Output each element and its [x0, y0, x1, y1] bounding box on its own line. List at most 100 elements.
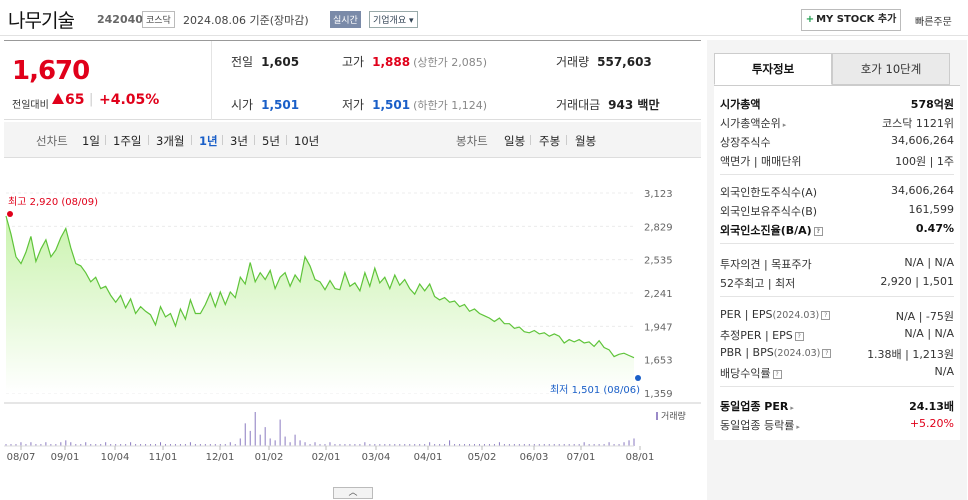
volume-bar [269, 438, 271, 446]
trade-amount: 거래대금 943 백만 [556, 98, 660, 112]
add-mystock-button[interactable]: + MY STOCK 추가 [801, 9, 901, 31]
info-value: 1.38배 | 1,213원 [867, 348, 954, 361]
info-key: 추정PER | EPS? [720, 327, 804, 343]
volume-bar [274, 440, 276, 446]
high-label: 최고 2,920 (08/09) [8, 196, 98, 208]
volume-bar [20, 442, 22, 446]
tab-weekly[interactable]: 주봉 [539, 134, 561, 148]
volume-bar [384, 444, 386, 446]
volume-bar [444, 444, 446, 446]
volume-bar [553, 444, 555, 446]
help-icon[interactable]: ? [822, 348, 832, 358]
volume-bar [493, 444, 495, 446]
divider [211, 41, 212, 120]
change-label: 전일대비 [12, 100, 49, 111]
company-info-label: 기업개요 [373, 16, 407, 26]
volume-bar [234, 444, 236, 446]
volume-bar [239, 438, 241, 446]
volume-bar [533, 444, 535, 446]
volume-bar [294, 434, 296, 446]
volume-bar [359, 444, 361, 446]
stock-name: 나무기술 [8, 10, 75, 32]
change-divider: | [89, 92, 94, 107]
info-key: 52주최고 | 최저 [720, 277, 796, 290]
info-value: N/A [934, 365, 954, 378]
volume-bar [284, 436, 286, 446]
volume-bar [543, 444, 545, 446]
tab-daily[interactable]: 일봉 [504, 134, 526, 148]
x-tick-label: 05/02 [468, 452, 497, 463]
tab-1week[interactable]: 1주일 [113, 134, 142, 148]
help-icon[interactable]: ? [772, 369, 782, 379]
trade-volume: 거래량 557,603 [556, 55, 652, 69]
caret-right-icon: ▸ [790, 404, 794, 412]
realtime-badge[interactable]: 실시간 [330, 11, 361, 28]
volume-bar [623, 442, 625, 446]
volume-bar [95, 444, 97, 446]
volume-bar [334, 444, 336, 446]
help-icon[interactable]: ? [821, 310, 831, 320]
info-key: 상장주식수 [720, 136, 771, 149]
volume-bar [169, 444, 171, 446]
tab-10year[interactable]: 10년 [294, 134, 320, 148]
prev-close: 전일 1,605 [231, 55, 300, 69]
chevron-up-icon: ︿ [348, 488, 358, 498]
y-tick-label: 1,653 [644, 356, 673, 367]
volume-bar [189, 442, 191, 446]
volume-bar [244, 423, 246, 446]
info-key: 시가총액순위 ▸ [720, 117, 787, 130]
price-chart[interactable]: 3,123 2,829 2,535 2,241 1,947 1,653 1,359 최고 2,… [4, 160, 701, 470]
price-summary: 1,670 전일대비 65 | +4.05% 전일 1,605 고가 1,888 (상… [4, 40, 701, 120]
info-value: 코스닥 1121위 [882, 117, 954, 130]
volume-bar [194, 444, 196, 446]
help-icon[interactable]: ? [813, 226, 823, 236]
volume-bar [588, 444, 590, 446]
volume-bar [469, 444, 471, 446]
volume-bar [573, 444, 575, 446]
volume-bar [289, 442, 291, 446]
info-key: 투자의견 | 목표주가 [720, 258, 812, 271]
volume-bar [324, 444, 326, 446]
info-key: 배당수익률? [720, 365, 782, 381]
help-icon[interactable]: ? [794, 331, 804, 341]
x-tick-label: 04/01 [414, 452, 443, 463]
tab-3year[interactable]: 3년 [230, 134, 248, 148]
info-value: 24.13배 [909, 400, 954, 413]
tab-5year[interactable]: 5년 [262, 134, 280, 148]
volume-bar [459, 444, 461, 446]
company-info-button[interactable]: 기업개요 ▾ [369, 11, 418, 28]
volume-bar [219, 444, 221, 446]
volume-bar [608, 442, 610, 446]
volume-bar [45, 442, 47, 446]
volume-bar [394, 444, 396, 446]
volume-bar [160, 442, 162, 446]
volume-bar [105, 442, 107, 446]
volume-bar [140, 444, 142, 446]
tab-1year[interactable]: 1년 [199, 134, 218, 148]
x-tick-label: 03/04 [362, 452, 391, 463]
tab-invest-info[interactable]: 투자정보 [714, 53, 832, 85]
volume-bar [224, 444, 226, 446]
volume-bar [424, 444, 426, 446]
base-date-value: 2024.08.06 [183, 14, 246, 27]
collapse-chart-button[interactable]: ︿ [333, 487, 373, 499]
volume-bar [498, 442, 500, 446]
volume-bar [314, 442, 316, 446]
tab-1day[interactable]: 1일 [82, 134, 100, 148]
tab-3month[interactable]: 3개월 [156, 134, 185, 148]
tab-monthly[interactable]: 월봉 [575, 134, 597, 148]
volume-bar [364, 442, 366, 446]
volume-bar [593, 444, 595, 446]
quick-order-link[interactable]: 빠른주문 [915, 17, 952, 28]
tab-orderbook[interactable]: 호가 10단계 [832, 53, 950, 85]
volume-bar [568, 444, 570, 446]
y-tick-label: 2,829 [644, 222, 673, 233]
x-tick-label: 01/02 [255, 452, 284, 463]
volume-bar [10, 444, 12, 446]
volume-bar [618, 444, 620, 446]
info-key: 액면가 | 매매단위 [720, 155, 802, 168]
section-divider [720, 296, 954, 297]
volume-bar [478, 444, 480, 446]
x-tick-label: 07/01 [567, 452, 596, 463]
x-tick-label: 12/01 [206, 452, 235, 463]
